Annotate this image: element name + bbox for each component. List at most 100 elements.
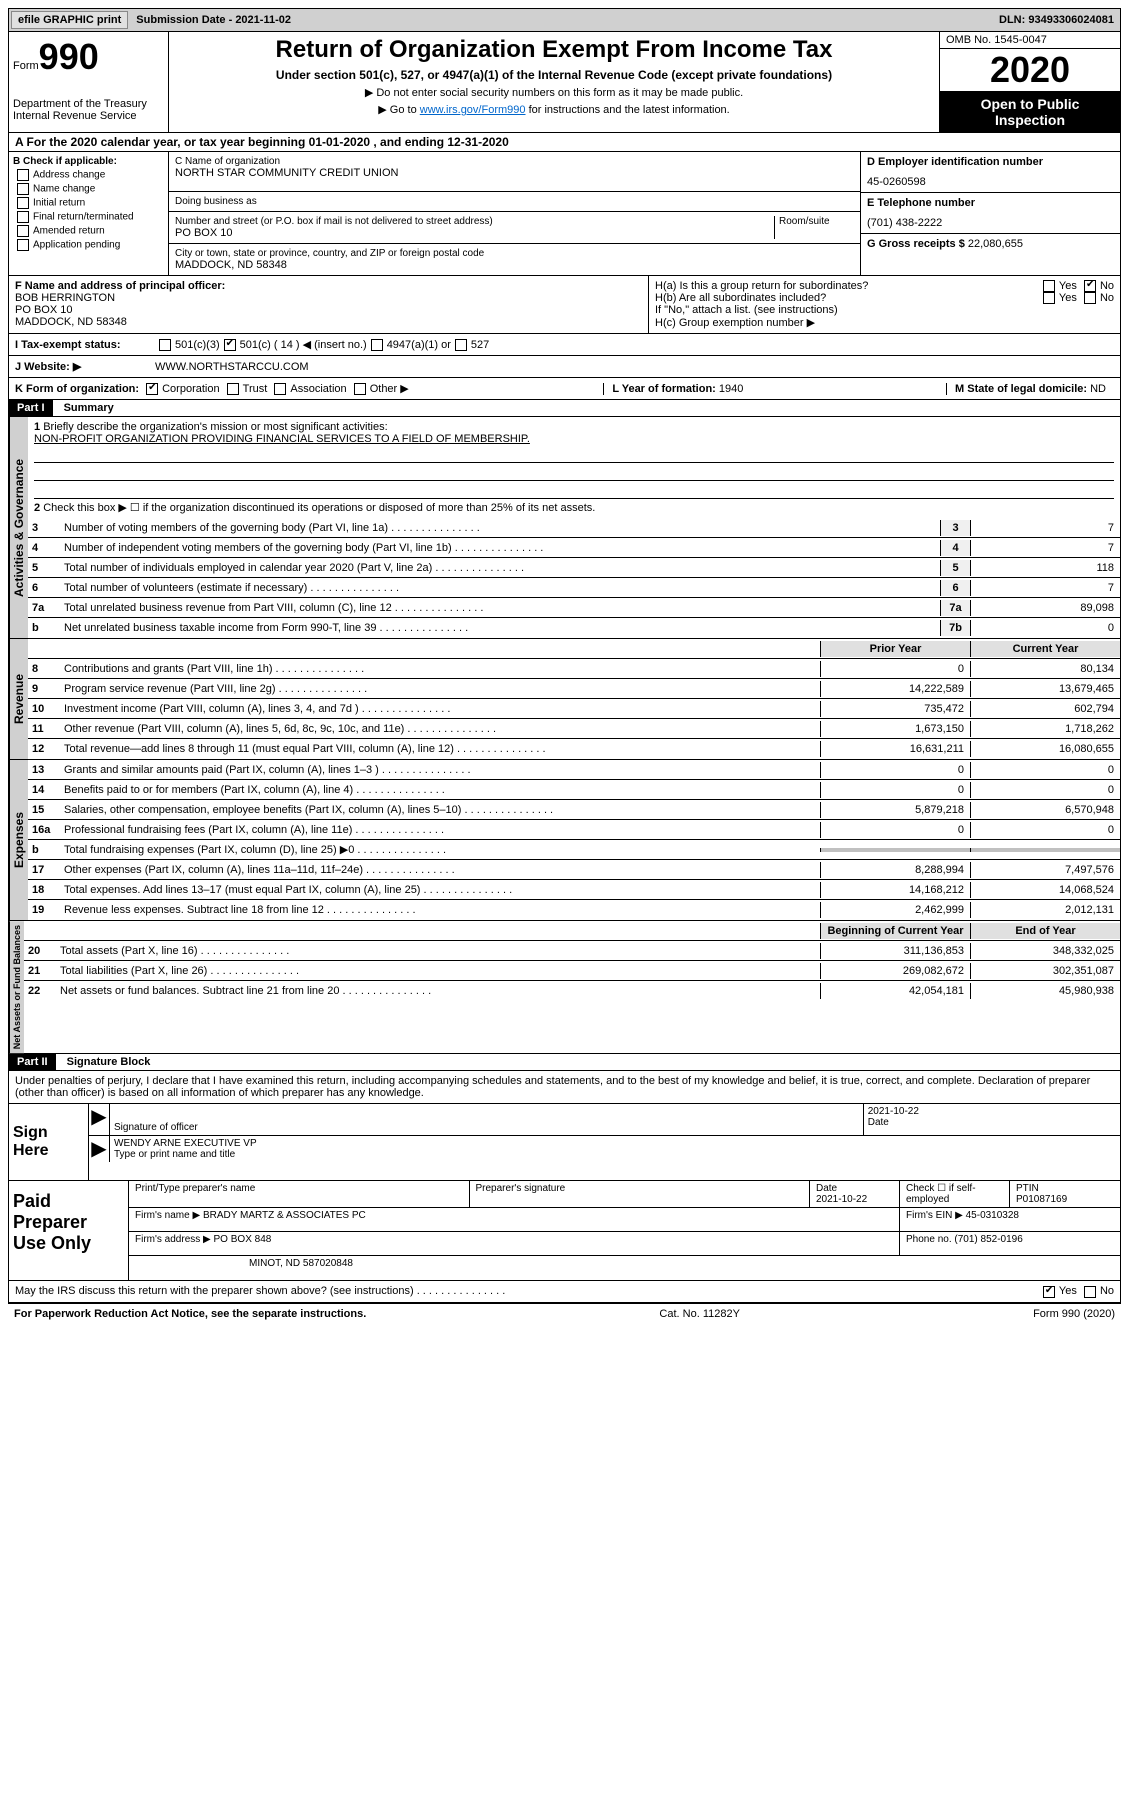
j-label: J Website: ▶ bbox=[15, 360, 155, 373]
form-number: Form990 bbox=[13, 36, 164, 78]
section-expenses: Expenses 13Grants and similar amounts pa… bbox=[8, 760, 1121, 921]
table-row: 13Grants and similar amounts paid (Part … bbox=[28, 760, 1120, 780]
cb-527[interactable] bbox=[455, 339, 467, 351]
sig-date: 2021-10-22 bbox=[868, 1106, 1116, 1117]
sidebar-rev: Revenue bbox=[9, 639, 28, 759]
ha-no[interactable] bbox=[1084, 280, 1096, 292]
boy-h: Beginning of Current Year bbox=[820, 923, 970, 939]
cb-corp[interactable] bbox=[146, 383, 158, 395]
cb-trust[interactable] bbox=[227, 383, 239, 395]
cb-other[interactable] bbox=[354, 383, 366, 395]
cb-name[interactable]: Name change bbox=[13, 183, 164, 195]
irs-link[interactable]: www.irs.gov/Form990 bbox=[420, 104, 526, 116]
m-label: M State of legal domicile: bbox=[955, 383, 1087, 395]
ein: 45-0260598 bbox=[867, 176, 1114, 188]
footer-mid: Cat. No. 11282Y bbox=[659, 1308, 740, 1320]
k-label: K Form of organization: bbox=[15, 383, 139, 395]
paid-preparer: Paid Preparer Use Only bbox=[9, 1181, 129, 1280]
firm-ein: 45-0310328 bbox=[966, 1210, 1019, 1221]
arrow-icon: ▶ bbox=[89, 1104, 109, 1135]
firm-name: BRADY MARTZ & ASSOCIATES PC bbox=[203, 1210, 366, 1221]
sig-name: WENDY ARNE EXECUTIVE VP bbox=[114, 1138, 1116, 1149]
sidebar-na: Net Assets or Fund Balances bbox=[9, 921, 24, 1053]
eoy-h: End of Year bbox=[970, 923, 1120, 939]
ha-yes[interactable] bbox=[1043, 280, 1055, 292]
form-990: 990 bbox=[39, 36, 99, 77]
open-inspection: Open to Public Inspection bbox=[940, 92, 1120, 132]
prep-name-h: Print/Type preparer's name bbox=[129, 1181, 470, 1207]
check-b-header: B Check if applicable: bbox=[13, 156, 164, 167]
prior-year-h: Prior Year bbox=[820, 641, 970, 657]
hb-note: If "No," attach a list. (see instruction… bbox=[655, 304, 1114, 316]
omb: OMB No. 1545-0047 bbox=[940, 32, 1120, 49]
table-row: 15Salaries, other compensation, employee… bbox=[28, 800, 1120, 820]
org-addr: PO BOX 10 bbox=[175, 227, 774, 239]
discuss-q: May the IRS discuss this return with the… bbox=[15, 1285, 505, 1297]
f-label: F Name and address of principal officer: bbox=[15, 280, 642, 292]
g-label: G Gross receipts $ bbox=[867, 238, 965, 250]
goto-pre: Go to bbox=[390, 104, 420, 116]
d-label: D Employer identification number bbox=[867, 156, 1114, 168]
section-netassets: Net Assets or Fund Balances Beginning of… bbox=[8, 921, 1121, 1054]
cb-initial[interactable]: Initial return bbox=[13, 197, 164, 209]
table-row: 18Total expenses. Add lines 13–17 (must … bbox=[28, 880, 1120, 900]
table-row: 20Total assets (Part X, line 16)311,136,… bbox=[24, 941, 1120, 961]
table-row: 22Net assets or fund balances. Subtract … bbox=[24, 981, 1120, 1001]
firm-name-label: Firm's name ▶ bbox=[135, 1210, 200, 1221]
gross-receipts: 22,080,655 bbox=[968, 238, 1023, 250]
firm-ein-label: Firm's EIN ▶ bbox=[906, 1210, 963, 1221]
line1-label: Briefly describe the organization's miss… bbox=[43, 421, 387, 433]
row-k: K Form of organization: Corporation Trus… bbox=[8, 378, 1121, 400]
prep-date-h: Date bbox=[816, 1183, 837, 1194]
table-row: bTotal fundraising expenses (Part IX, co… bbox=[28, 840, 1120, 860]
ptin: P01087169 bbox=[1016, 1194, 1067, 1205]
sidebar-gov: Activities & Governance bbox=[9, 417, 28, 638]
website: WWW.NORTHSTARCCU.COM bbox=[155, 361, 309, 373]
hb-no[interactable] bbox=[1084, 292, 1096, 304]
section-governance: Activities & Governance 1 Briefly descri… bbox=[8, 417, 1121, 639]
dept: Department of the Treasury Internal Reve… bbox=[13, 98, 164, 122]
table-row: 17Other expenses (Part IX, column (A), l… bbox=[28, 860, 1120, 880]
room-label: Room/suite bbox=[779, 216, 854, 227]
i-label: I Tax-exempt status: bbox=[15, 339, 155, 351]
cb-final[interactable]: Final return/terminated bbox=[13, 211, 164, 223]
discuss-no[interactable] bbox=[1084, 1286, 1096, 1298]
cb-501c[interactable] bbox=[224, 339, 236, 351]
discuss-yes[interactable] bbox=[1043, 1286, 1055, 1298]
cb-pending[interactable]: Application pending bbox=[13, 239, 164, 251]
goto-post: for instructions and the latest informat… bbox=[526, 104, 730, 116]
part-2-header: Part II Signature Block bbox=[8, 1054, 1121, 1071]
efile-button[interactable]: efile GRAPHIC print bbox=[11, 11, 128, 29]
firm-phone: (701) 852-0196 bbox=[954, 1234, 1022, 1245]
form-header: Form990 Department of the Treasury Inter… bbox=[8, 32, 1121, 133]
table-row: 7aTotal unrelated business revenue from … bbox=[28, 598, 1120, 618]
cb-addr[interactable]: Address change bbox=[13, 169, 164, 181]
row-j: J Website: ▶ WWW.NORTHSTARCCU.COM bbox=[8, 356, 1121, 378]
col-b: B Check if applicable: Address change Na… bbox=[9, 152, 169, 275]
org-name: NORTH STAR COMMUNITY CREDIT UNION bbox=[175, 167, 854, 179]
cb-4947[interactable] bbox=[371, 339, 383, 351]
prep-sig-h: Preparer's signature bbox=[470, 1181, 811, 1207]
submission-date: Submission Date - 2021-11-02 bbox=[130, 12, 297, 28]
l-label: L Year of formation: bbox=[612, 383, 716, 395]
firm-addr-label: Firm's address ▶ bbox=[135, 1234, 211, 1245]
cb-amended[interactable]: Amended return bbox=[13, 225, 164, 237]
year-formation: 1940 bbox=[719, 383, 743, 395]
hb-yes[interactable] bbox=[1043, 292, 1055, 304]
officer-name: BOB HERRINGTON bbox=[15, 292, 642, 304]
page-title: Return of Organization Exempt From Incom… bbox=[173, 36, 935, 64]
table-row: 12Total revenue—add lines 8 through 11 (… bbox=[28, 739, 1120, 759]
dln: DLN: 93493306024081 bbox=[993, 12, 1120, 28]
firm-addr: PO BOX 848 bbox=[214, 1234, 272, 1245]
cb-501c3[interactable] bbox=[159, 339, 171, 351]
e-label: E Telephone number bbox=[867, 197, 1114, 209]
table-row: 9Program service revenue (Part VIII, lin… bbox=[28, 679, 1120, 699]
table-row: 14Benefits paid to or for members (Part … bbox=[28, 780, 1120, 800]
subtitle-2a: Do not enter social security numbers on … bbox=[173, 86, 935, 99]
cb-assoc[interactable] bbox=[274, 383, 286, 395]
prep-date: 2021-10-22 bbox=[816, 1194, 867, 1205]
current-year-h: Current Year bbox=[970, 641, 1120, 657]
sidebar-exp: Expenses bbox=[9, 760, 28, 920]
sig-label: Signature of officer bbox=[114, 1122, 859, 1133]
table-row: 5Total number of individuals employed in… bbox=[28, 558, 1120, 578]
